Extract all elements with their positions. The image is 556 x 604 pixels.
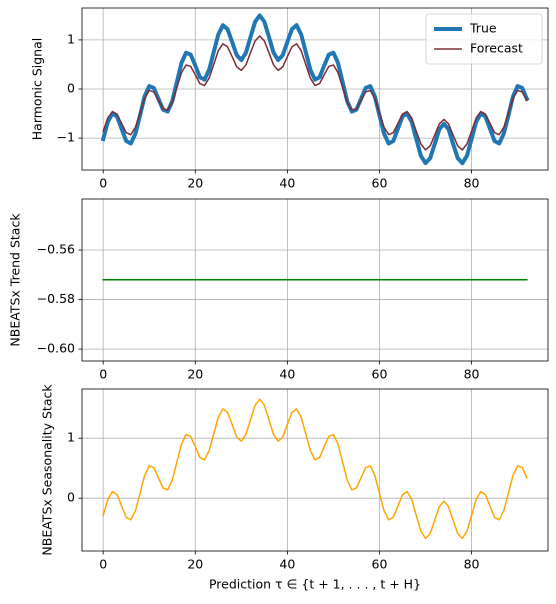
axes-frame [81,198,549,362]
x-tick-label: 40 [279,367,295,382]
y-tick-label: 0 [67,490,75,505]
axes-frame [81,388,549,552]
legend: True Forecast [425,13,543,65]
x-tick-label: 60 [372,367,388,382]
legend-label: Forecast [470,41,523,56]
x-tick-label: 80 [464,176,480,191]
y-tick-label: 0 [67,81,75,96]
x-tick-label: 20 [187,367,203,382]
y-tick-label: −0.56 [37,242,75,257]
y-axis-label: Harmonic Signal [30,38,45,140]
x-tick-label: 40 [279,557,295,572]
x-tick-label: 80 [464,367,480,382]
series-line [102,35,528,151]
y-axis-label: NBEATSx Trend Stack [8,213,23,347]
x-tick-label: 40 [279,176,295,191]
y-tick-label: 1 [67,31,75,46]
y-tick-label: 1 [67,430,75,445]
y-tick-label: −1 [57,130,75,145]
x-tick-label: 0 [99,176,107,191]
x-tick-label: 20 [187,176,203,191]
legend-label: True [469,21,497,36]
y-tick-label: −0.58 [37,291,75,306]
y-tick-label: −0.60 [37,341,75,356]
x-tick-label: 0 [99,367,107,382]
x-tick-label: 0 [99,557,107,572]
x-tick-label: 60 [372,557,388,572]
x-axis-label: Prediction τ ∈ {t + 1, . . . , t + H} [209,577,421,592]
subplot: 0 20 40 60 80 0 1 NBEATSx Seasonality Stack Pred… [40,384,549,592]
series-line [102,398,528,540]
x-tick-label: 60 [372,176,388,191]
legend-box [425,13,543,65]
y-axis-label: NBEATSx Seasonality Stack [40,384,55,556]
x-tick-label: 20 [187,557,203,572]
subplot: 0 20 40 60 80 −0.60 −0.58 −0.56 NBEATSx Trend St… [8,198,549,382]
x-tick-label: 80 [464,557,480,572]
subplot: 0 20 40 60 80 −1 0 1 Harmonic Signal True Forecast [30,7,549,191]
axes-frame [81,7,549,171]
